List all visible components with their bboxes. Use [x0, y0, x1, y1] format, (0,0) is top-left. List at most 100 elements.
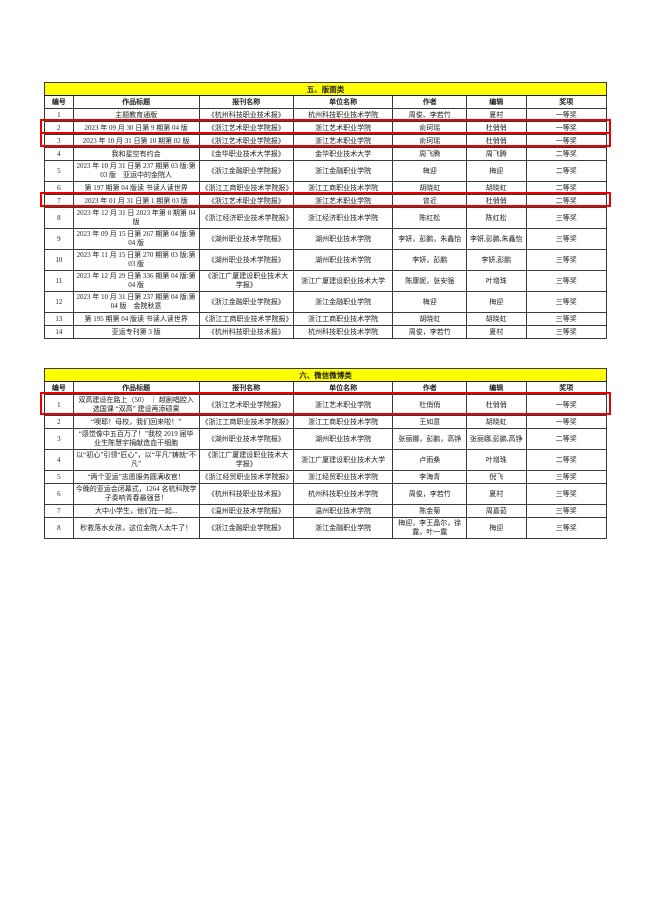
cell-title: “噢耶！母校，我们回来啦！”: [72, 415, 200, 429]
cell-author: 梅迎，李王晶尔，徐露，叶一露: [392, 517, 468, 539]
table-row: 2 “噢耶！母校，我们回来啦！” 《浙江工商职业技术学院报》 浙江工商职业技术学院 王如…: [44, 415, 608, 429]
cell-title: “两个亚运”志愿服务圆满收官！: [72, 470, 200, 484]
cell-award: 三等奖: [525, 470, 608, 484]
cell-title: 2023 年 01 月 31 日第 1 期第 03 版: [72, 194, 200, 208]
cell-publication: 《温州职业技术学院报》: [198, 504, 294, 518]
cell-title: 亚运专刊第 3 版: [72, 325, 200, 339]
cell-title: 2023 年 09 月 15 日第 267 期第 04 版:第 04 版: [72, 228, 200, 250]
cell-title: 第 195 期第 04 版读 书读人读世界: [72, 312, 200, 326]
cell-organization: 湖州职业技术学院: [292, 249, 394, 271]
cell-no: 13: [44, 312, 74, 326]
column-header-title: 作品标题: [72, 381, 200, 395]
cell-no: 6: [44, 181, 74, 195]
table-row: 2 2023 年 09 月 30 日第 9 期第 04 版《浙江艺术职业学院报》浙…: [44, 121, 608, 135]
cell-organization: 浙江工商职业技术学院: [292, 312, 394, 326]
column-header-editor: 编辑: [466, 381, 527, 395]
cell-organization: 金华职业技术大学: [292, 147, 394, 161]
cell-title: 以“初心”引领“匠心”，以“平凡”铸就“不凡”: [72, 449, 200, 471]
cell-publication: 《浙江工商职业技术学院报》: [198, 181, 294, 195]
column-header-publication: 报刊名称: [198, 95, 294, 109]
cell-editor: 陈红松: [466, 207, 527, 229]
cell-author: 李妍，彭鹏，朱鑫怡: [392, 228, 468, 250]
cell-no: 3: [44, 428, 74, 450]
cell-award: 二等奖: [525, 194, 608, 208]
cell-author: 李海青: [392, 470, 468, 484]
table-row: 7 2023 年 01 月 31 日第 1 期第 03 版《浙江艺术职业学院报》浙…: [44, 194, 608, 208]
cell-publication: 《浙江广厦建设职业技术大学报》: [198, 449, 294, 471]
cell-award: 三等奖: [525, 504, 608, 518]
table-row: 5 “两个亚运”志愿服务圆满收官！ 《浙江经贸职业技术学院报》 浙江经贸职业技术学院李…: [44, 470, 608, 484]
cell-no: 5: [44, 160, 74, 182]
cell-editor: 叶增珠: [466, 449, 527, 471]
cell-no: 5: [44, 470, 74, 484]
section-title: 六、微信微博类: [44, 368, 607, 382]
cell-award: 一等奖: [525, 108, 608, 122]
cell-publication: 《湖州职业技术学院报》: [198, 249, 294, 271]
cell-title: 2023 年 10 月 31 日第 237 期第 04 版:第 04 版 金院秋…: [72, 291, 200, 313]
cell-organization: 浙江艺术职业学院: [292, 134, 394, 148]
table-row: 11 2023 年 12 月 29 日第 336 期第 04 版:第 04 版《浙…: [44, 270, 608, 292]
cell-award: 二等奖: [525, 160, 608, 182]
cell-title: 我和星空有约会: [72, 147, 200, 161]
column-header-award: 奖项: [525, 381, 608, 395]
cell-no: 7: [44, 194, 74, 208]
section-title-row: 五、版面类: [44, 82, 607, 96]
cell-title: 双高建设在路上（50） ｜ 越剧唱腔入选国课 “双高” 建设再添硕果: [72, 394, 200, 416]
table-row: 9 2023 年 09 月 15 日第 267 期第 04 版:第 04 版《湖州…: [44, 228, 608, 250]
cell-publication: 《浙江工商职业技术学院报》: [198, 415, 294, 429]
cell-editor: 李妍,彭鹏,朱鑫怡: [466, 228, 527, 250]
cell-author: 曾近: [392, 194, 468, 208]
column-header-row: 编号 作品标题 报刊名称 单位名称 作者 编辑 奖项: [44, 381, 608, 395]
cell-no: 10: [44, 249, 74, 271]
cell-editor: 梅迎: [466, 160, 527, 182]
awards-table-wechat-weibo-category: 六、微信微博类 编号 作品标题 报刊名称 单位名称 作者 编辑 奖项 1 双高建设在路上（50…: [44, 368, 608, 539]
cell-editor: 夏村: [466, 325, 527, 339]
cell-editor: 梅迎: [466, 517, 527, 539]
cell-author: 陈康妮，张安强: [392, 270, 468, 292]
table-row: 3 2023 年 10 月 31 日第 10 期第 02 版《浙江艺术职业学院报》…: [44, 134, 608, 148]
cell-organization: 浙江工商职业技术学院: [292, 181, 394, 195]
cell-author: 周飞腾: [392, 147, 468, 161]
cell-editor: 胡晓虹: [466, 181, 527, 195]
table-row: 8 秒救落水女孩，这位金院人太牛了！ 《浙江金融职业学院报》 浙江金融职业学院 梅迎，李…: [44, 517, 608, 539]
cell-editor: 杜俏俏: [466, 134, 527, 148]
cell-award: 二等奖: [525, 449, 608, 471]
column-header-no: 编号: [44, 95, 74, 109]
column-header-organization: 单位名称: [292, 95, 394, 109]
cell-title: 第 197 期第 04 版读 书读人读世界: [72, 181, 200, 195]
cell-award: 一等奖: [525, 121, 608, 135]
column-header-row: 编号 作品标题 报刊名称 单位名称 作者 编辑 奖项: [44, 95, 608, 109]
cell-publication: 《湖州职业技术学院报》: [198, 228, 294, 250]
cell-title: 2023 年 12 月 29 日第 336 期第 04 版:第 04 版: [72, 270, 200, 292]
table-row: 5 2023 年 10 月 31 日第 237 期第 03 版:第 03 版 亚运…: [44, 160, 608, 182]
cell-publication: 《浙江艺术职业学院报》: [198, 121, 294, 135]
cell-organization: 浙江金融职业学院: [292, 517, 394, 539]
cell-publication: 《杭州科技职业技术报》: [198, 483, 294, 505]
cell-publication: 《浙江艺术职业学院报》: [198, 134, 294, 148]
cell-organization: 杭州科技职业技术学院: [292, 483, 394, 505]
cell-author: 俞珂瑶: [392, 121, 468, 135]
cell-award: 二等奖: [525, 181, 608, 195]
cell-title: 今晚的亚运会闭幕式，1264 名杭科院学子奏响青春最强音！: [72, 483, 200, 505]
cell-editor: 李妍,彭鹏: [466, 249, 527, 271]
cell-author: 陈红松: [392, 207, 468, 229]
cell-no: 7: [44, 504, 74, 518]
cell-award: 三等奖: [525, 228, 608, 250]
cell-organization: 湖州职业技术学院: [292, 228, 394, 250]
cell-organization: 浙江经贸职业技术学院: [292, 470, 394, 484]
cell-no: 12: [44, 291, 74, 313]
cell-editor: 胡晓虹: [466, 415, 527, 429]
cell-no: 8: [44, 517, 74, 539]
cell-author: 周俊，李若竹: [392, 483, 468, 505]
cell-no: 1: [44, 394, 74, 416]
cell-publication: 《杭州科技职业技术报》: [198, 108, 294, 122]
table-row: 1 双高建设在路上（50） ｜ 越剧唱腔入选国课 “双高” 建设再添硕果 《浙江艺术…: [44, 394, 608, 416]
cell-organization: 杭州科技职业技术学院: [292, 325, 394, 339]
cell-award: 一等奖: [525, 394, 608, 416]
table-row: 10 2023 年 11 月 15 日第 270 期第 03 版:第 03 版《湖…: [44, 249, 608, 271]
cell-no: 1: [44, 108, 74, 122]
cell-award: 一等奖: [525, 134, 608, 148]
cell-title: 秒救落水女孩，这位金院人太牛了！: [72, 517, 200, 539]
cell-title: 2023 年 11 月 15 日第 270 期第 03 版:第 03 版: [72, 249, 200, 271]
